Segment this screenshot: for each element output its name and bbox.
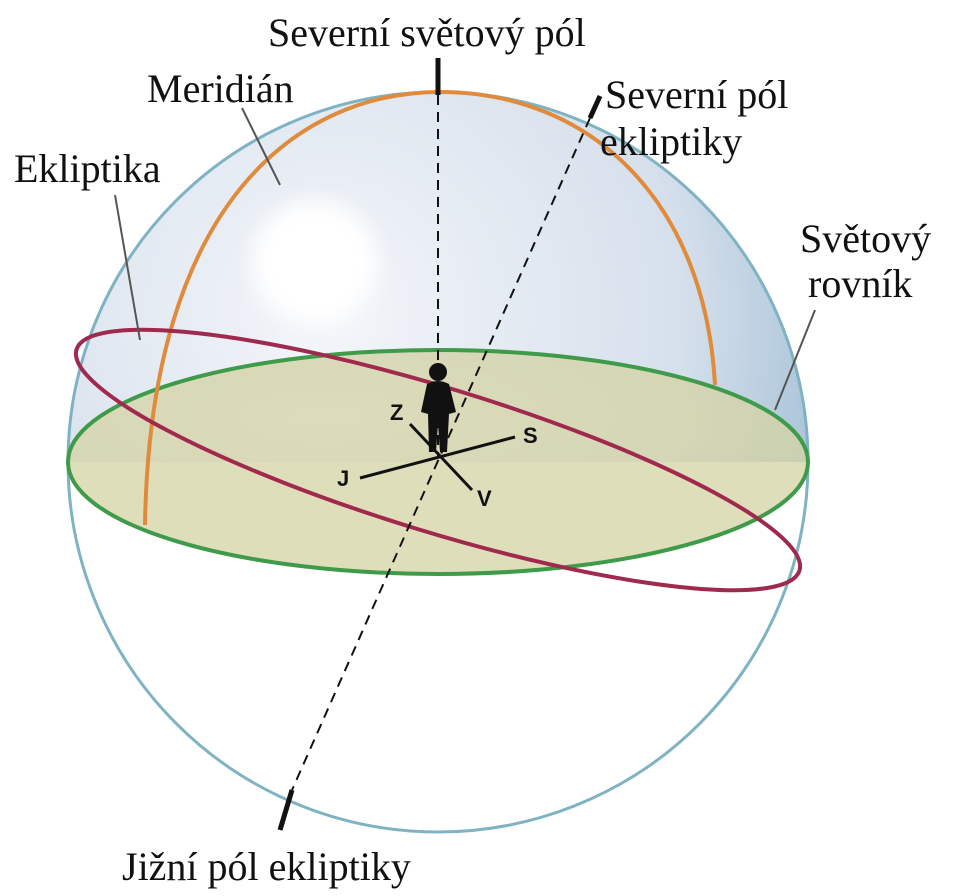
- label: rovník: [808, 261, 912, 306]
- pole-marker: [590, 96, 600, 118]
- label: Severní pól: [605, 72, 788, 117]
- direction-label: J: [337, 466, 349, 491]
- celestial-sphere-diagram: Z S J V Severní světový pól Meridián Sev…: [0, 0, 953, 896]
- direction-label: V: [477, 486, 492, 511]
- highlight: [253, 200, 377, 324]
- label: ekliptiky: [600, 119, 742, 164]
- label: Meridián: [147, 66, 294, 111]
- label: Severní světový pól: [268, 10, 586, 55]
- label: Světový: [800, 216, 931, 261]
- direction-label: S: [523, 423, 538, 448]
- direction-label: Z: [390, 400, 403, 425]
- label: Jižní pól ekliptiky: [122, 844, 411, 889]
- label: Ekliptika: [14, 146, 161, 191]
